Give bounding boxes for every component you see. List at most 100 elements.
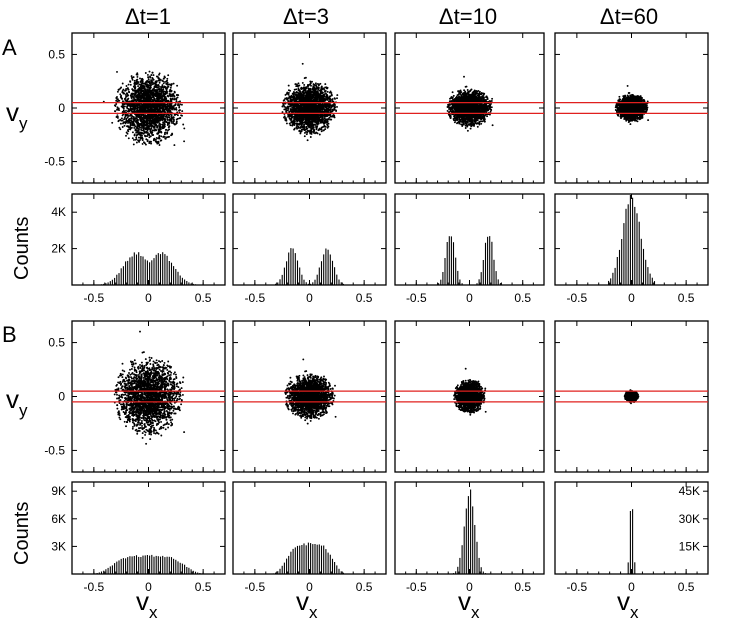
scatter-a-1-point [135,134,138,137]
scatter-a-1-point [144,72,147,74]
scatter-a-1-point [129,80,132,83]
scatter-a-3-point [463,75,465,78]
scatter-a-1-point [151,77,154,79]
scatter-a-1-point [162,121,165,124]
scatter-a-2-point [292,123,294,126]
scatter-a-1-point [130,76,133,79]
scatter-a-1-point [120,97,123,100]
scatter-a-2-point [285,119,288,122]
scatter-a-1-point [119,122,122,125]
scatter-a-2-point [297,89,300,92]
scatter-a-2-point [311,88,314,91]
scatter-a-1-point [127,83,130,86]
scatter-a-1-point [158,92,161,95]
scatter-a-1-point [144,93,147,95]
scatter-a-1-point [166,110,169,113]
scatter-a-1-point [167,126,170,129]
scatter-a-1-point [140,86,143,89]
scatter-a-1-point [152,91,155,94]
scatter-a-2-point [296,119,299,122]
scatter-a-1-point [127,104,130,107]
scatter-a-2-point [296,96,299,99]
scatter-a-1-point [174,104,177,106]
scatter-a-2-point [301,62,304,65]
scatter-a-1-point [167,107,170,110]
scatter-a-1-point [138,83,141,86]
scatter-a-1-point [172,120,175,123]
scatter-a-1-point [149,110,152,113]
scatter-a-1-point [115,103,118,105]
scatter-a-2-point [326,126,329,129]
scatter-a-3-point [491,124,494,127]
scatter-a-1-point [122,121,125,124]
scatter-a-1-point [124,97,127,100]
scatter-a-1-point [133,126,136,129]
scatter-a-2-point [298,122,301,125]
scatter-a-1-point [126,129,129,132]
scatter-a-2-point [301,104,304,106]
scatter-a-1-point [117,88,120,91]
scatter-a-3-point [466,89,469,91]
scatter-a-1-point [135,115,138,118]
scatter-a-2-point [319,90,322,93]
scatter-a-1-point [164,98,167,101]
scatter-a-1-point [160,114,163,117]
scatter-a-1-point [130,75,133,78]
scatter-a-2-point [290,116,293,119]
scatter-a-1-point [146,135,149,137]
scatter-a-1-point [131,88,134,91]
scatter-a-1-point [143,88,146,91]
scatter-a-2-point [293,92,296,95]
scatter-a-1-point [152,110,155,113]
scatter-a-2-point [303,83,306,86]
scatter-a-2-point [299,117,302,120]
scatter-a-1-point [161,105,164,108]
scatter-a-2-point [319,114,321,117]
scatter-a-1-point [146,125,149,128]
scatter-a-1-point [183,140,186,143]
scatter-a-1-point [139,118,142,121]
scatter-a-1-point [127,88,130,91]
scatter-a-1-point [166,131,169,134]
scatter-a-1-point [161,126,164,129]
scatter-a-1-point [156,106,159,109]
scatter-a-1-point [141,132,144,134]
scatter-a-1-point [141,129,144,132]
scatter-a-1-point [143,114,145,117]
scatter-a-1-point [169,109,171,112]
scatter-a-1-point [149,135,152,138]
scatter-a-1-point [180,114,183,117]
scatter-a-2-point [308,105,311,108]
scatter-a-1-ytick-label-0: -0.5 [44,155,65,169]
scatter-a-1-point [133,82,136,85]
scatter-a-1-point [124,89,127,92]
scatter-a-2-point [307,121,310,124]
scatter-a-1-point [155,113,158,116]
scatter-a-1-point [158,79,161,82]
scatter-a-2-point [303,77,306,80]
scatter-a-1-point [147,93,150,96]
scatter-a-2-point [282,99,285,102]
scatter-a-1-point [150,125,153,128]
scatter-a-1-point [149,86,152,89]
scatter-a-2-point [321,118,324,121]
scatter-a-2-point [336,94,339,97]
scatter-a-1-point [135,95,138,98]
scatter-a-2-point [312,126,315,129]
scatter-a-1-point [146,88,149,91]
scatter-a-1-point [139,77,141,80]
scatter-a-1-point [163,120,166,123]
scatter-a-1-point [146,107,149,110]
scatter-a-1-point [125,85,128,87]
scatter-a-1-point [137,139,140,142]
scatter-a-1-point [116,70,118,73]
scatter-a-2-point [331,98,333,101]
scatter-a-1-point [168,119,171,122]
scatter-a-1-point [172,118,175,121]
scatter-a-1-point [142,124,145,127]
scatter-a-1-point [152,94,154,97]
scatter-a-2-point [329,98,332,101]
scatter-a-1-point [151,114,154,117]
scatter-a-1-point [136,109,138,112]
scatter-a-1-point [137,103,140,106]
